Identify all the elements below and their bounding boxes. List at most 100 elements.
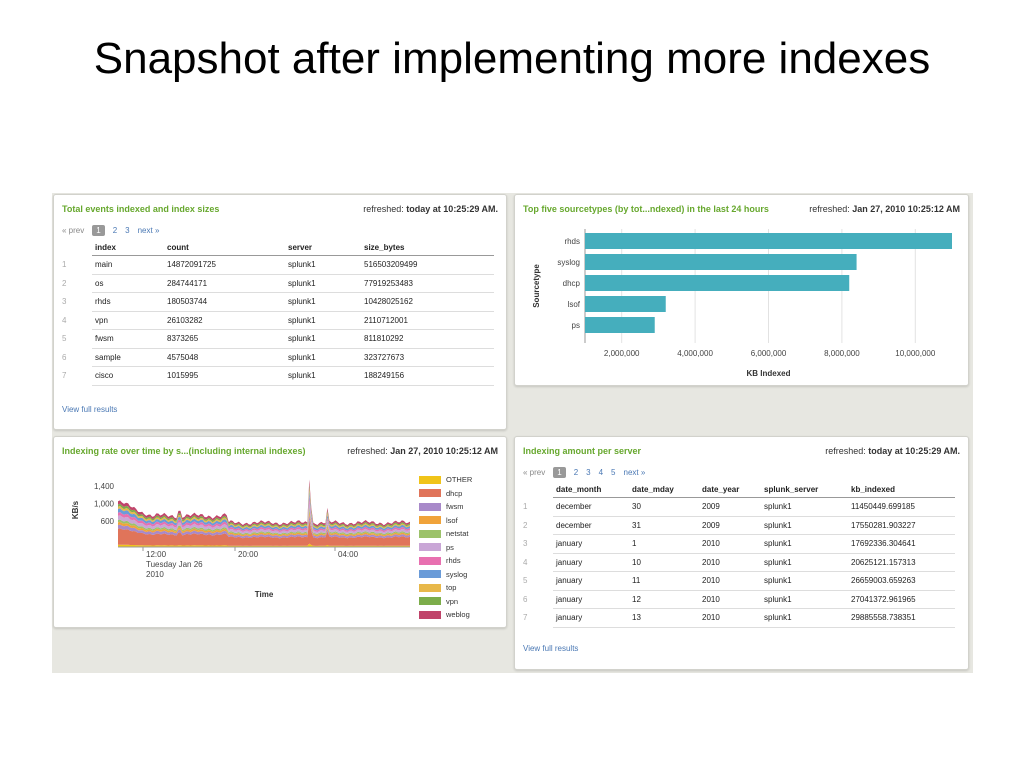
table-row[interactable]: 6 sample 4575048 splunk1 323727673 [54,348,494,367]
indexing-per-server-table: date_month date_mday date_year splunk_se… [515,481,955,628]
table-cell: 2010 [699,608,761,628]
table-cell: 1015995 [164,366,285,386]
page-2[interactable]: 2 [112,225,118,235]
table-cell: 13 [629,608,699,628]
bar-dhcp[interactable] [585,275,850,291]
bar-syslog[interactable] [585,254,857,270]
row-number: 7 [62,371,67,381]
x-tick-label: 04:00 [338,550,359,559]
legend-item[interactable]: netstat [419,527,472,541]
legend-swatch [419,597,441,606]
legend-item[interactable]: OTHER [419,473,472,487]
page-1[interactable]: 1 [553,466,566,478]
table-row[interactable]: 7 january 13 2010 splunk1 29885558.738351 [515,608,955,628]
legend-item[interactable]: top [419,581,472,595]
legend-label: vpn [446,596,459,606]
legend-swatch [419,610,441,619]
next-link[interactable]: next » [137,225,160,235]
table-cell: splunk1 [761,534,848,554]
legend-item[interactable]: rhds [419,554,472,568]
prev-link[interactable]: « prev [523,467,546,477]
page-5[interactable]: 5 [611,467,616,477]
table-row[interactable]: 3 january 1 2010 splunk1 17692336.304641 [515,534,955,554]
page-4[interactable]: 4 [598,467,604,477]
table-row[interactable]: 4 january 10 2010 splunk1 20625121.157313 [515,553,955,572]
table-cell: 77919253483 [361,274,494,293]
area-series-fwsm[interactable] [118,514,410,539]
row-number: 2 [523,520,528,530]
x-tick-label: 6,000,000 [751,349,787,358]
y-tick-label: dhcp [563,279,581,288]
bar-lsof[interactable] [585,296,666,312]
column-header[interactable]: date_mday [629,481,699,498]
y-tick-label: 600 [101,517,115,526]
row-number: 5 [62,334,67,344]
table-cell: january [553,534,629,554]
column-header[interactable]: server [285,239,361,256]
bar-ps[interactable] [585,317,655,333]
panel-title: Indexing amount per server [523,446,642,456]
page-3[interactable]: 3 [586,467,591,477]
legend-item[interactable]: lsof [419,514,472,528]
table-cell: 11 [629,571,699,591]
table-cell: splunk1 [285,292,361,312]
page-2[interactable]: 2 [573,467,579,477]
table-cell: 14872091725 [164,255,285,275]
bar-rhds[interactable] [585,233,952,249]
table-header-row: index count server size_bytes [54,239,494,256]
table-row[interactable]: 1 main 14872091725 splunk1 516503209499 [54,255,494,275]
table-cell: 11450449.699185 [848,497,955,517]
legend-item[interactable]: fwsm [419,500,472,514]
table-cell: 811810292 [361,329,494,349]
table-row[interactable]: 5 january 11 2010 splunk1 26659003.659263 [515,571,955,591]
column-header[interactable]: size_bytes [361,239,494,256]
legend-item[interactable]: vpn [419,595,472,609]
legend-label: OTHER [446,475,473,485]
sourcetype-bar-chart: 2,000,000 4,000,000 6,000,000 8,000,000 10,0… [532,229,952,378]
legend-swatch [419,583,441,592]
legend-item[interactable]: syslog [419,568,472,582]
table-cell: 17550281.903227 [848,516,955,535]
table-row[interactable]: 5 fwsm 8373265 splunk1 811810292 [54,329,494,349]
legend-item[interactable]: weblog [419,608,472,622]
table-row[interactable]: 1 december 30 2009 splunk1 11450449.699185 [515,497,955,517]
table-row[interactable]: 4 vpn 26103282 splunk1 2110712001 [54,311,494,330]
page-1[interactable]: 1 [92,224,105,236]
x-tick-label: 10,000,000 [895,349,936,358]
area-series-dhcp[interactable] [118,520,410,546]
y-tick-label: ps [572,321,580,330]
next-link[interactable]: next » [623,467,646,477]
column-header[interactable]: index [92,239,164,256]
table-row[interactable]: 2 os 284744171 splunk1 77919253483 [54,274,494,293]
table-row[interactable]: 3 rhds 180503744 splunk1 10428025162 [54,292,494,312]
panel-top-sourcetypes: Top five sourcetypes (by tot...ndexed) i… [514,194,969,386]
page-3[interactable]: 3 [125,225,130,235]
view-full-results-link[interactable]: View full results [62,405,118,414]
table-row[interactable]: 7 cisco 1015995 splunk1 188249156 [54,366,494,386]
legend-item[interactable]: dhcp [419,487,472,501]
legend-item[interactable]: ps [419,541,472,555]
column-header[interactable]: splunk_server [761,481,848,498]
column-header[interactable]: kb_indexed [848,481,955,498]
table-cell: 1 [629,534,699,554]
column-header[interactable]: count [164,239,285,256]
view-full-results-link[interactable]: View full results [523,644,579,653]
table-cell: 2009 [699,497,761,517]
column-header[interactable]: date_year [699,481,761,498]
y-axis-label: KB/s [71,500,80,519]
table-row[interactable]: 6 january 12 2010 splunk1 27041372.961965 [515,590,955,609]
table-cell: 284744171 [164,274,285,293]
prev-link[interactable]: « prev [62,225,85,235]
table-cell: 8373265 [164,329,285,349]
area-series-other[interactable] [118,543,410,547]
row-number: 6 [523,594,528,604]
table-cell: january [553,608,629,628]
row-number: 5 [523,576,528,586]
legend-swatch [419,489,441,498]
row-number: 1 [523,502,528,512]
row-number: 1 [62,260,67,270]
column-header[interactable]: date_month [553,481,629,498]
pager: « prev 1 2 3 4 5 next » [523,465,645,479]
area-series-ps[interactable] [118,501,410,535]
table-row[interactable]: 2 december 31 2009 splunk1 17550281.903227 [515,516,955,535]
